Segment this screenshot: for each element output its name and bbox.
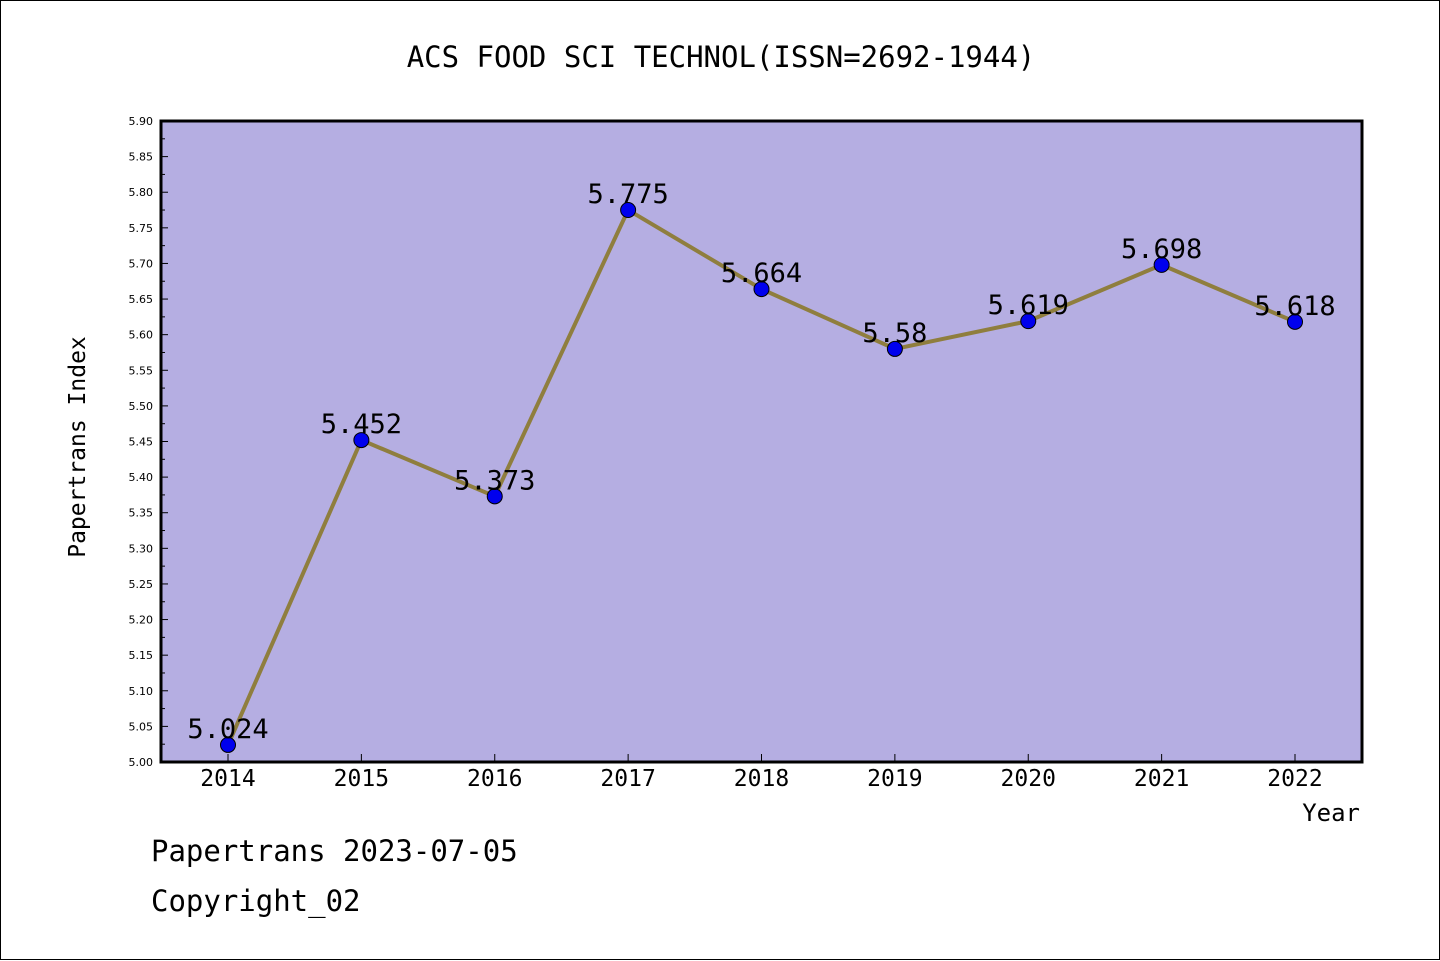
chart-title: ACS FOOD SCI TECHNOL(ISSN=2692-1944) [407, 40, 1036, 74]
y-tick-label: 5.90 [129, 115, 154, 128]
y-tick-label: 5.40 [129, 471, 154, 484]
data-label: 5.619 [988, 290, 1069, 321]
data-label: 5.618 [1254, 291, 1335, 322]
footer-copyright: Copyright_02 [151, 884, 361, 918]
y-tick-label: 5.85 [129, 151, 154, 164]
x-tick-label: 2017 [600, 766, 655, 792]
x-tick-label: 2016 [467, 766, 522, 792]
data-label: 5.58 [862, 318, 927, 349]
x-axis-ticks: 2014 2015 2016 2017 2018 2019 2020 2021 2022 [200, 754, 1323, 792]
data-point [753, 281, 770, 298]
y-tick-label: 5.25 [129, 578, 154, 591]
y-axis-label: Papertrans Index [65, 336, 91, 558]
x-tick-label: 2015 [334, 766, 389, 792]
data-label: 5.775 [587, 179, 668, 210]
y-tick-label: 5.15 [129, 649, 154, 662]
data-point [886, 340, 903, 357]
data-label: 5.664 [721, 258, 802, 289]
x-tick-label: 2022 [1267, 766, 1322, 792]
y-tick-label: 5.80 [129, 186, 154, 199]
y-tick-label: 5.45 [129, 436, 154, 449]
data-label: 5.698 [1121, 234, 1202, 265]
data-point [353, 432, 370, 449]
x-axis-label: Year [1302, 799, 1360, 827]
y-tick-label: 5.05 [129, 720, 154, 733]
y-tick-label: 5.00 [129, 756, 154, 769]
y-tick-label: 5.10 [129, 685, 154, 698]
x-tick-label: 2021 [1134, 766, 1189, 792]
series-markers [220, 202, 1303, 753]
y-tick-label: 5.35 [129, 507, 154, 520]
y-tick-label: 5.65 [129, 293, 154, 306]
x-tick-label: 2020 [1001, 766, 1056, 792]
data-point [1153, 256, 1170, 273]
y-tick-label: 5.50 [129, 400, 154, 413]
data-point [486, 488, 503, 505]
data-point [620, 202, 637, 219]
x-tick-label: 2019 [867, 766, 922, 792]
y-axis-ticks: 5.00 5.05 5.10 5.15 5.20 5.25 5.30 5.35 5.40 5.45… [129, 115, 168, 769]
y-tick-label: 5.60 [129, 329, 154, 342]
y-tick-label: 5.75 [129, 222, 154, 235]
data-label: 5.024 [187, 714, 268, 745]
footer-date: Papertrans 2023-07-05 [151, 834, 518, 868]
y-tick-label: 5.55 [129, 364, 154, 377]
y-tick-label: 5.20 [129, 614, 154, 627]
data-label: 5.373 [454, 465, 535, 496]
y-tick-label: 5.30 [129, 542, 154, 555]
data-label: 5.452 [321, 409, 402, 440]
data-point [220, 736, 236, 753]
x-tick-label: 2018 [734, 766, 789, 792]
y-tick-label: 5.70 [129, 257, 154, 270]
data-point [1020, 313, 1037, 330]
x-tick-label: 2014 [200, 766, 255, 792]
data-labels: 5.024 5.452 5.373 5.775 5.664 5.58 5.619 5.698 5… [187, 179, 1335, 745]
data-point [1287, 313, 1303, 330]
plot-border [159, 119, 1364, 764]
plot-area [161, 121, 1362, 762]
